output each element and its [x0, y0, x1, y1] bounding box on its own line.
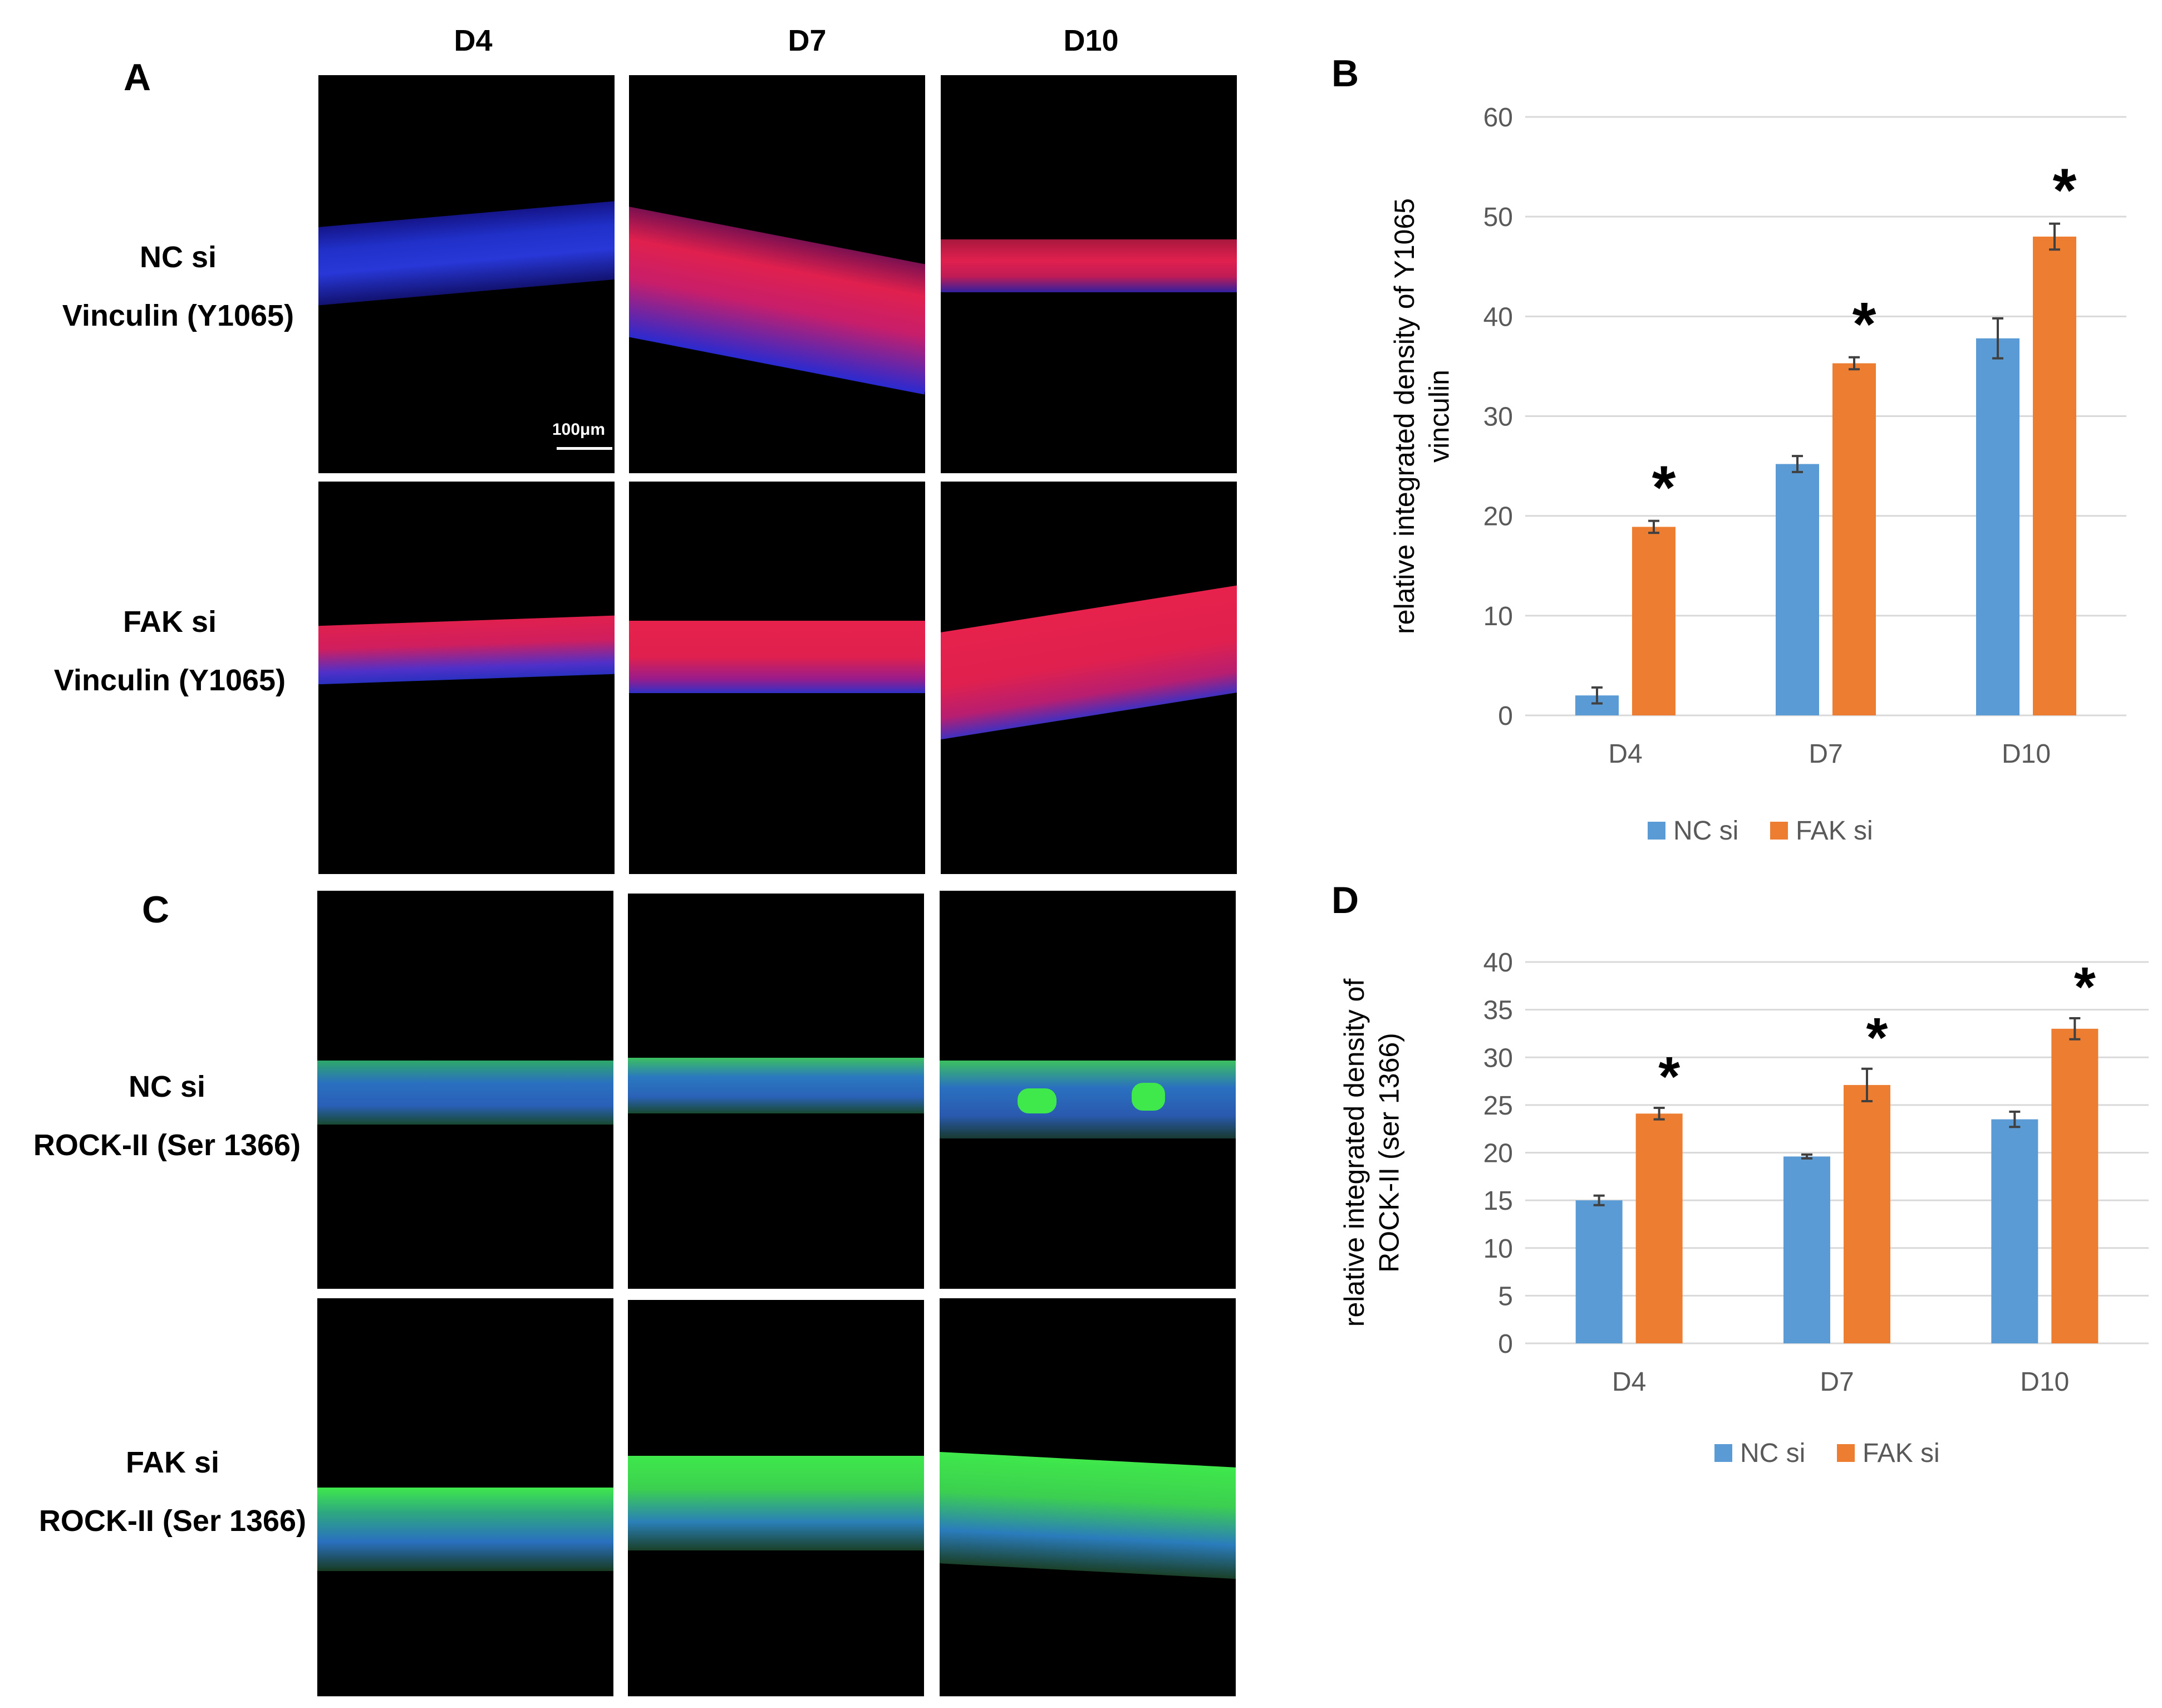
significance-marker: *: [2053, 156, 2077, 225]
column-header-d7: D7: [788, 24, 827, 57]
legend-swatch-fak-si: [1770, 822, 1788, 840]
x-tick-label: D4: [1612, 1367, 1646, 1397]
x-tick-label: D4: [1608, 739, 1642, 769]
bar-nc-si-d4: [1575, 1200, 1623, 1343]
micrograph-c-fak-d4: [317, 1298, 613, 1696]
y-tick-label: 0: [1498, 1329, 1513, 1359]
y-tick-label: 30: [1483, 1043, 1513, 1073]
legend-label: FAK si: [1863, 1439, 1940, 1468]
chart-d: D 0 5 10 15 20 25 30 35 40 relative integrated de…: [1331, 879, 2149, 1468]
row-label-a1: NC si Vinculin (Y1065): [17, 228, 340, 345]
bar-nc-si-d10: [1991, 1119, 2038, 1343]
row-label-a1-line2: Vinculin (Y1065): [62, 299, 294, 332]
chart-b: B 0 10 20 30 40 50 60 relative integrated densi…: [1331, 52, 2126, 846]
panel-letter-d: D: [1331, 879, 1359, 921]
x-tick-label: D7: [1809, 739, 1842, 769]
bar-fak-si-d7: [1832, 363, 1876, 715]
y-tick-label: 25: [1483, 1091, 1513, 1121]
micrograph-a-fak-d4: [318, 482, 615, 874]
scale-bar: [557, 447, 612, 450]
micrograph-a-nc-d4: 100μm: [318, 75, 615, 473]
x-tick-label: D10: [2002, 739, 2051, 769]
y-tick-label: 35: [1483, 996, 1513, 1025]
x-tick-label: D7: [1820, 1367, 1854, 1397]
column-header-d10: D10: [1063, 24, 1119, 57]
y-tick-label: 30: [1483, 403, 1513, 432]
y-axis-label-line: relative integrated density of: [1339, 979, 1370, 1327]
significance-marker: *: [1866, 1007, 1888, 1069]
y-axis-label-line: ROCK-II (ser 1366): [1374, 1033, 1405, 1273]
bar-fak-si-d7: [1844, 1084, 1890, 1343]
row-label-a2: FAK si Vinculin (Y1065): [8, 593, 331, 710]
column-header-d4: D4: [454, 24, 493, 57]
row-label-a2-line2: Vinculin (Y1065): [53, 664, 286, 697]
y-axis-label: relative integrated density of ROCK-II (s…: [1339, 979, 1405, 1327]
row-label-c1-line1: NC si: [128, 1070, 206, 1103]
legend-swatch-fak-si: [1837, 1444, 1855, 1462]
y-axis-label-line: relative integrated density of Y1065: [1389, 198, 1420, 634]
bar-nc-si-d10: [1976, 338, 2019, 715]
micrograph-a-fak-d10: [941, 482, 1237, 874]
scale-bar-label: 100μm: [552, 420, 606, 439]
y-tick-label: 40: [1483, 302, 1513, 332]
chart-b-plot: 0 10 20 30 40 50 60 relative integrated density…: [1389, 103, 2126, 846]
micrograph-c-nc-d7: [628, 894, 924, 1289]
micrograph-c-nc-d4: [317, 891, 613, 1289]
row-label-a2-line1: FAK si: [122, 605, 217, 639]
micrograph-c-fak-d10: [940, 1298, 1236, 1696]
x-tick-label: D10: [2020, 1367, 2069, 1397]
y-tick-label: 5: [1498, 1282, 1513, 1311]
y-tick-label: 20: [1483, 1139, 1513, 1169]
panel-letter-c: C: [142, 889, 170, 931]
micrograph-a-nc-d10: [941, 75, 1237, 473]
y-tick-label: 20: [1483, 502, 1513, 532]
y-tick-label: 60: [1483, 103, 1513, 132]
y-axis-label-line: vinculin: [1424, 370, 1455, 463]
bar-nc-si-d7: [1783, 1156, 1830, 1343]
chart-d-plot: 0 5 10 15 20 25 30 35 40 relative integrated dens…: [1339, 948, 2149, 1468]
row-label-c1: NC si ROCK-II (Ser 1366): [0, 1058, 334, 1175]
y-tick-label: 40: [1483, 948, 1513, 978]
row-label-c1-line2: ROCK-II (Ser 1366): [33, 1128, 301, 1162]
legend-swatch-nc-si: [1714, 1444, 1732, 1462]
bar-nc-si-d7: [1776, 464, 1819, 715]
y-tick-label: 15: [1483, 1186, 1513, 1216]
legend-label: FAK si: [1796, 816, 1873, 846]
significance-marker: *: [1652, 454, 1676, 522]
row-label-c2-line1: FAK si: [125, 1446, 220, 1479]
panel-letter-b: B: [1331, 52, 1359, 95]
bar-fak-si-d4: [1635, 1113, 1683, 1343]
legend-label: NC si: [1740, 1439, 1805, 1468]
y-tick-label: 0: [1498, 701, 1513, 731]
bar-fak-si-d10: [2051, 1028, 2099, 1343]
significance-marker: *: [1853, 290, 1876, 359]
legend-label: NC si: [1673, 816, 1738, 846]
legend-swatch-nc-si: [1648, 822, 1665, 840]
micrograph-c-nc-d10: [940, 891, 1236, 1289]
y-tick-label: 10: [1483, 1234, 1513, 1264]
y-tick-label: 10: [1483, 602, 1513, 631]
significance-marker: *: [1658, 1046, 1680, 1108]
row-label-c2: FAK si ROCK-II (Ser 1366): [6, 1434, 340, 1550]
micrograph-c-fak-d7: [628, 1300, 924, 1696]
y-tick-label: 50: [1483, 203, 1513, 232]
bar-fak-si-d4: [1632, 527, 1675, 715]
significance-marker: *: [2074, 956, 2096, 1018]
row-label-c2-line2: ROCK-II (Ser 1366): [38, 1504, 307, 1538]
micrograph-a-nc-d7: [629, 75, 925, 473]
row-label-a1-line1: NC si: [139, 241, 217, 274]
y-axis-label: relative integrated density of Y1065 vinc…: [1389, 198, 1455, 634]
panel-letter-a: A: [124, 56, 151, 99]
bar-fak-si-d10: [2033, 237, 2076, 715]
micrograph-a-fak-d7: [629, 482, 925, 874]
